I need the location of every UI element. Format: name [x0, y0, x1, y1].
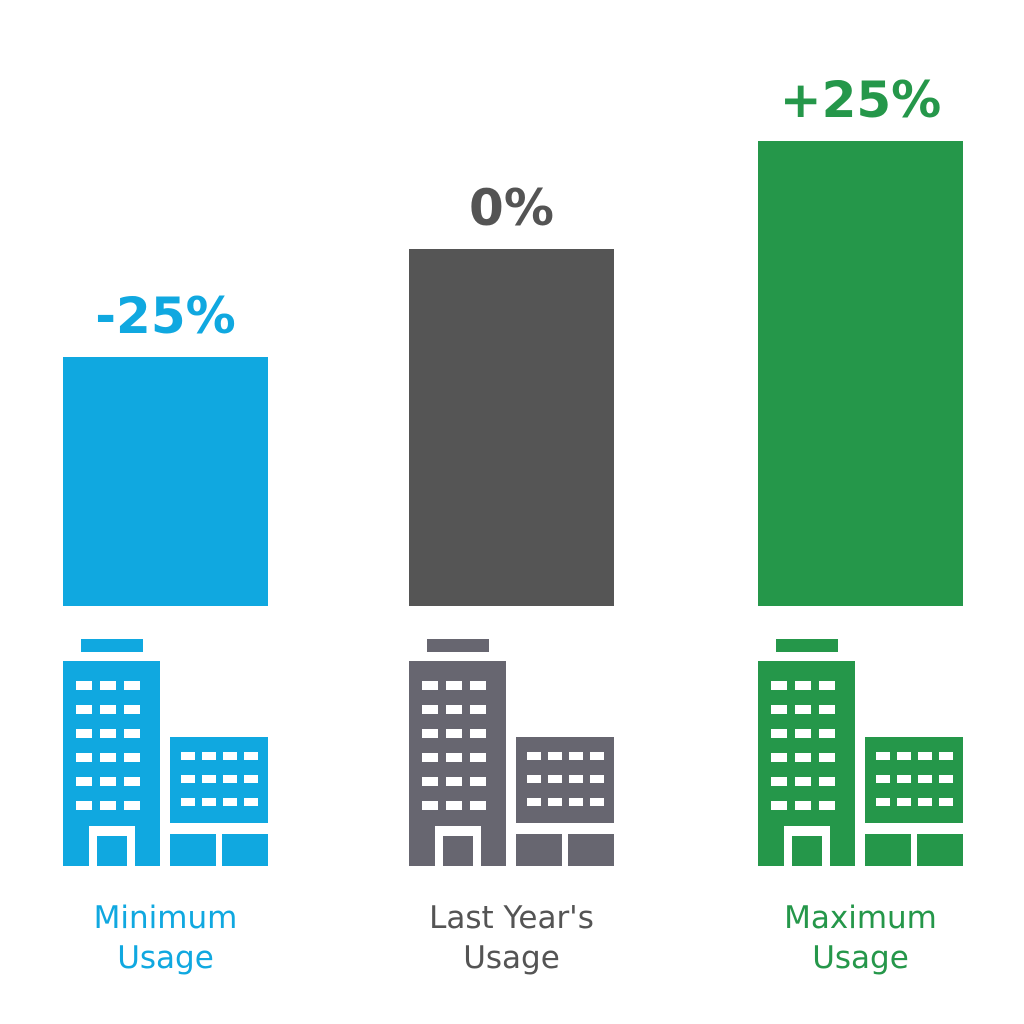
office-building-icon — [63, 639, 268, 866]
bar-1 — [409, 249, 614, 606]
bar-2 — [758, 141, 963, 606]
office-building-icon — [758, 639, 963, 866]
bar-0 — [63, 357, 268, 606]
category-label-2-line-0: Maximum — [784, 900, 937, 936]
category-label-1-line-1: Usage — [463, 940, 560, 976]
office-building-icon — [409, 639, 614, 866]
category-label-0-line-1: Usage — [117, 940, 214, 976]
data-label-1: 0% — [469, 179, 554, 237]
data-label-0: -25% — [95, 287, 235, 345]
category-label-1-line-0: Last Year's — [429, 900, 594, 936]
data-label-2: +25% — [780, 71, 942, 129]
category-label-2-line-1: Usage — [812, 940, 909, 976]
category-label-0-line-0: Minimum — [94, 900, 238, 936]
